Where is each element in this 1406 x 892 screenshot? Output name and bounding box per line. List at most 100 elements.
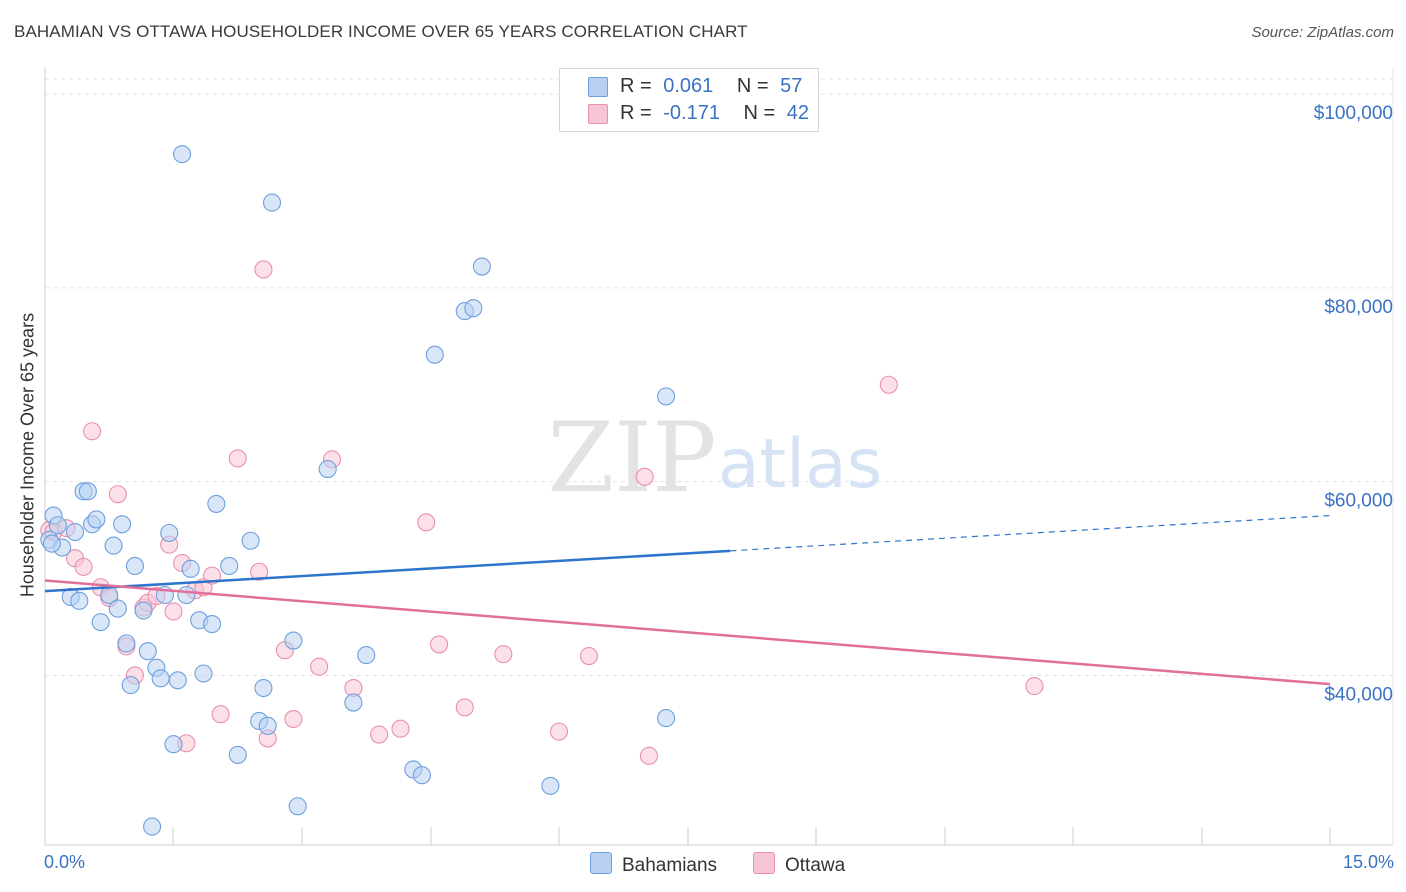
y-tick-label: $100,000	[1314, 103, 1393, 124]
ottawa-legend-swatch	[753, 852, 775, 874]
bahamians-point	[121, 676, 140, 695]
bahamians-trend-extension	[730, 514, 1331, 552]
bahamians-point	[344, 693, 363, 712]
ottawa-point	[211, 705, 230, 724]
ottawa-r-value: -0.171	[663, 102, 720, 124]
ottawa-point	[284, 709, 303, 729]
bahamians-point	[108, 599, 127, 618]
n-label: N =	[736, 75, 769, 97]
bahamians-point	[284, 631, 303, 650]
gridlines	[45, 78, 1393, 676]
bahamians-point	[78, 482, 97, 501]
bahamians-point	[173, 145, 192, 164]
ottawa-point	[74, 557, 93, 576]
bahamians-point	[472, 257, 491, 276]
bahamians-point	[164, 735, 183, 754]
bahamians-point	[42, 534, 61, 553]
bahamians-points	[40, 145, 676, 836]
ottawa-n-value: 42	[786, 102, 810, 124]
ottawa-point	[549, 722, 569, 741]
bahamians-point	[87, 510, 106, 529]
bahamians-point	[220, 556, 239, 575]
bahamians-swatch	[588, 77, 608, 97]
bahamians-legend-label: Bahamians	[622, 855, 718, 876]
bahamians-point	[412, 766, 431, 785]
ottawa-point	[164, 602, 183, 621]
r-label: R =	[620, 102, 652, 124]
legend-item-ottawa: Ottawa	[753, 852, 845, 877]
bahamians-point	[134, 601, 153, 620]
ottawa-point	[639, 746, 659, 765]
ottawa-point	[391, 719, 410, 738]
source-credit: Source: ZipAtlas.com	[1251, 24, 1394, 41]
ottawa-legend-label: Ottawa	[785, 855, 846, 876]
bahamians-point	[151, 669, 170, 688]
bahamians-point	[541, 776, 560, 795]
ottawa-swatch	[588, 104, 608, 124]
bahamians-point	[181, 559, 200, 578]
bahamians-point	[262, 193, 282, 212]
bahamians-trend-line	[44, 549, 731, 593]
correlation-legend: R = 0.061 N = 57 R = -0.171 N = 42	[559, 68, 819, 132]
ottawa-point	[228, 449, 247, 468]
ottawa-point	[455, 698, 474, 717]
chart-title: BAHAMIAN VS OTTAWA HOUSEHOLDER INCOME OV…	[14, 22, 748, 41]
bahamians-legend-swatch	[590, 852, 612, 874]
y-axis-label: Householder Income Over 65 years	[17, 312, 38, 598]
bahamians-point	[258, 716, 277, 735]
bahamians-point	[104, 536, 123, 555]
bahamians-point	[70, 591, 89, 610]
bahamians-point	[254, 678, 273, 698]
bahamians-r-value: 0.061	[663, 75, 714, 97]
bahamians-point	[464, 299, 483, 318]
ottawa-point	[430, 635, 449, 654]
y-tick-label: $40,000	[1324, 684, 1393, 705]
bahamians-point	[168, 671, 187, 690]
bahamians-point	[318, 459, 337, 479]
bahamians-n-value: 57	[780, 75, 803, 97]
ottawa-point	[635, 467, 654, 486]
ottawa-point	[250, 562, 269, 581]
bahamians-point	[48, 516, 67, 535]
bahamians-point	[117, 634, 136, 653]
ottawa-point	[254, 260, 273, 279]
bahamians-point	[65, 522, 85, 542]
r-label: R =	[620, 75, 652, 97]
bahamians-point	[657, 709, 676, 728]
bahamians-point	[207, 494, 226, 513]
x-tick-label-max: 15.0%	[1342, 852, 1394, 872]
bahamians-point	[125, 556, 144, 575]
bahamians-point	[138, 642, 157, 661]
ottawa-point	[579, 647, 599, 666]
y-tick-label: $60,000	[1324, 491, 1393, 512]
bahamians-point	[657, 387, 676, 406]
bahamians-point	[203, 615, 222, 634]
ottawa-point	[83, 422, 102, 441]
ottawa-point	[417, 513, 436, 532]
bahamians-point	[177, 585, 196, 605]
ottawa-point	[310, 657, 329, 676]
legend-item-bahamians: Bahamians	[590, 852, 717, 877]
trend-lines	[44, 514, 1331, 686]
ottawa-point	[1025, 677, 1044, 696]
y-tick-labels: $40,000 $60,000 $80,000 $100,000	[1314, 103, 1393, 705]
watermark-zip: ZIP	[547, 402, 716, 514]
axes	[44, 67, 1394, 846]
ottawa-point	[879, 375, 898, 394]
bahamians-point	[357, 646, 376, 665]
ottawa-trend-line	[44, 579, 1331, 686]
bahamians-point	[143, 817, 162, 836]
bahamians-point	[91, 613, 110, 632]
bahamians-point	[228, 745, 247, 764]
ottawa-points	[40, 260, 1044, 765]
y-tick-label: $80,000	[1324, 297, 1393, 318]
ottawa-point	[494, 645, 513, 664]
x-tick-label-min: 0.0%	[44, 852, 86, 872]
watermark-atlas: atlas	[718, 425, 882, 504]
n-label: N =	[743, 102, 776, 124]
bahamians-point	[425, 345, 444, 364]
bahamians-point	[160, 523, 179, 543]
bahamians-point	[194, 664, 213, 683]
ottawa-point	[370, 725, 389, 744]
